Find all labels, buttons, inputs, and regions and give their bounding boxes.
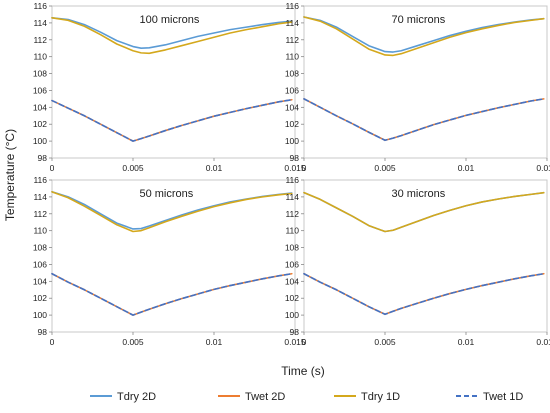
panel-title: 100 microns xyxy=(139,14,199,26)
y-tick-label: 110 xyxy=(285,226,299,236)
x-axis-label: Time (s) xyxy=(281,364,325,378)
y-tick-label: 100 xyxy=(285,136,299,146)
plot-frame xyxy=(51,179,296,333)
series-line-tdry-1d xyxy=(303,191,545,233)
y-tick-label: 112 xyxy=(285,209,299,219)
legend-label: Twet 2D xyxy=(245,391,285,403)
y-tick-label: 110 xyxy=(33,226,47,236)
y-tick-label: 116 xyxy=(33,175,47,185)
y-tick-label: 98 xyxy=(38,327,48,337)
y-tick-label: 106 xyxy=(285,259,299,269)
x-tick-label: 0.005 xyxy=(122,337,144,347)
y-tick-label: 104 xyxy=(33,276,47,286)
y-tick-label: 116 xyxy=(33,1,47,11)
series-line-twet-1d xyxy=(51,98,293,142)
y-tick-label: 106 xyxy=(285,85,299,95)
y-tick-label: 104 xyxy=(285,276,299,286)
x-tick-label: 0.015 xyxy=(536,337,550,347)
y-tick-label: 102 xyxy=(33,293,47,303)
y-tick-label: 104 xyxy=(33,102,47,112)
x-tick-label: 0.01 xyxy=(206,163,223,173)
series-line-tdry-1d xyxy=(51,17,293,55)
x-tick-label: 0.01 xyxy=(458,163,475,173)
y-tick-label: 106 xyxy=(33,259,47,269)
y-tick-label: 98 xyxy=(38,153,48,163)
chart-panel-4: 98 100 102 104 106 108 110 112 114 116 0 0.005 0.01 0… xyxy=(285,175,550,347)
y-tick-label: 108 xyxy=(33,243,47,253)
y-tick-label: 112 xyxy=(285,35,299,45)
y-tick-label: 114 xyxy=(285,192,299,202)
panel-title: 50 microns xyxy=(139,188,193,200)
y-tick-label: 106 xyxy=(33,85,47,95)
x-tick-label: 0.005 xyxy=(374,163,396,173)
x-tick-label: 0.015 xyxy=(284,163,306,173)
y-tick-label: 100 xyxy=(33,136,47,146)
y-tick-label: 110 xyxy=(33,52,47,62)
series-line-twet-1d xyxy=(303,272,545,316)
plot-frame xyxy=(303,179,548,333)
series-line-tdry-1d xyxy=(51,191,293,233)
y-tick-label: 102 xyxy=(285,119,299,129)
y-tick-label: 108 xyxy=(285,243,299,253)
y-tick-label: 108 xyxy=(285,69,299,79)
series-line-twet-1d xyxy=(51,272,293,316)
legend-label: Tdry 2D xyxy=(117,391,156,403)
legend-item: Tdry 1D xyxy=(334,391,400,403)
y-tick-label: 102 xyxy=(33,119,47,129)
x-tick-label: 0.01 xyxy=(458,337,475,347)
x-tick-label: 0.015 xyxy=(536,163,550,173)
x-tick-label: 0.01 xyxy=(206,337,223,347)
panel-title: 30 microns xyxy=(391,188,445,200)
legend-item: Tdry 2D xyxy=(90,391,156,403)
y-tick-label: 116 xyxy=(285,1,299,11)
y-tick-label: 114 xyxy=(33,192,47,202)
y-tick-label: 100 xyxy=(33,310,47,320)
y-tick-label: 104 xyxy=(285,102,299,112)
x-tick-label: 0 xyxy=(302,163,307,173)
y-tick-label: 98 xyxy=(290,327,300,337)
chart-panel-3: 98 100 102 104 106 108 110 112 114 116 0 0.005 0.01 0… xyxy=(33,175,306,347)
x-tick-label: 0 xyxy=(302,337,307,347)
x-tick-label: 0.005 xyxy=(122,163,144,173)
series-line-tdry-2d xyxy=(51,17,293,50)
legend-label: Tdry 1D xyxy=(361,391,400,403)
series-line-twet-1d xyxy=(303,98,545,142)
plot-frame xyxy=(303,5,548,159)
chart-panel-2: 98 100 102 104 106 108 110 112 114 116 0 0.005 0.01 0… xyxy=(285,1,550,173)
series-line-tdry-1d xyxy=(303,16,545,57)
y-tick-label: 102 xyxy=(285,293,299,303)
y-tick-label: 112 xyxy=(33,209,47,219)
y-tick-label: 114 xyxy=(285,18,299,28)
y-tick-label: 98 xyxy=(290,153,300,163)
panel-title: 70 microns xyxy=(391,14,445,26)
legend-item: Twet 2D xyxy=(218,391,285,403)
legend-item: Twet 1D xyxy=(456,391,523,403)
y-tick-label: 110 xyxy=(285,52,299,62)
legend-label: Twet 1D xyxy=(483,391,523,403)
chart-panel-1: 98 100 102 104 106 108 110 112 114 116 0 0.005 0.01 0… xyxy=(33,1,306,173)
y-tick-label: 116 xyxy=(285,175,299,185)
x-tick-label: 0.015 xyxy=(284,337,306,347)
x-tick-label: 0 xyxy=(50,163,55,173)
plot-frame xyxy=(51,5,296,159)
x-tick-label: 0 xyxy=(50,337,55,347)
legend: Tdry 2D Twet 2D Tdry 1D Twet 1D xyxy=(90,391,523,403)
y-tick-label: 100 xyxy=(285,310,299,320)
y-tick-label: 108 xyxy=(33,69,47,79)
y-tick-label: 114 xyxy=(33,18,47,28)
y-tick-label: 112 xyxy=(33,35,47,45)
x-tick-label: 0.005 xyxy=(374,337,396,347)
y-axis-label: Temperature (°C) xyxy=(3,129,17,221)
